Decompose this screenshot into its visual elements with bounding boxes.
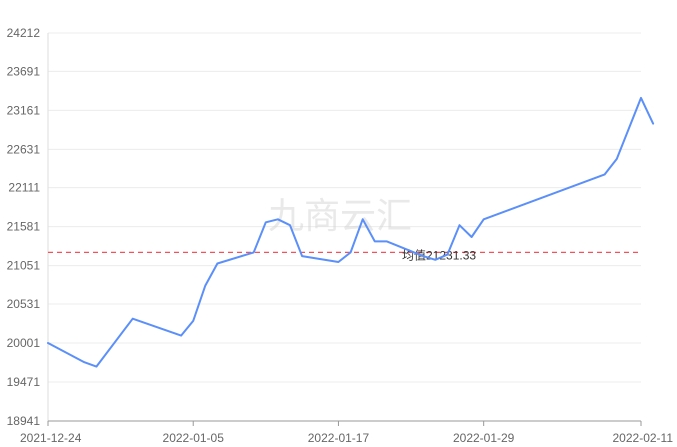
watermark-text: 九商云汇	[268, 196, 412, 237]
y-tick-label: 22631	[7, 142, 41, 156]
average-label: 均值21231.33	[402, 247, 476, 262]
y-tick-label: 21051	[7, 259, 41, 273]
x-tick-label: 2022-02-11	[613, 431, 674, 445]
y-tick-labels: 18941 19471 20001 20531 21051 21581 22111 22631…	[7, 26, 41, 428]
x-tick-label: 2022-01-17	[308, 431, 370, 445]
y-tick-label: 20531	[7, 297, 41, 311]
y-tick-label: 20001	[7, 336, 41, 350]
y-tick-label: 23691	[7, 64, 41, 78]
y-tick-label: 21581	[7, 220, 41, 234]
grid-lines	[48, 32, 641, 383]
y-tick-label: 18941	[7, 414, 41, 428]
series-lines	[47, 96, 655, 368]
x-tick-label: 2021-12-24	[20, 431, 82, 445]
x-tick-label: 2022-01-05	[163, 431, 225, 445]
axes	[47, 33, 642, 426]
y-tick-label: 23161	[7, 103, 41, 117]
series-line	[47, 96, 655, 368]
y-tick-label: 24212	[7, 26, 41, 40]
x-tick-label: 2022-01-29	[453, 431, 515, 445]
x-tick-labels: 2021-12-24 2022-01-05 2022-01-17 2022-01-29…	[20, 431, 673, 445]
y-tick-label: 19471	[7, 375, 41, 389]
y-tick-label: 22111	[8, 181, 40, 195]
average-line-group: 均值21231.33	[48, 247, 641, 262]
